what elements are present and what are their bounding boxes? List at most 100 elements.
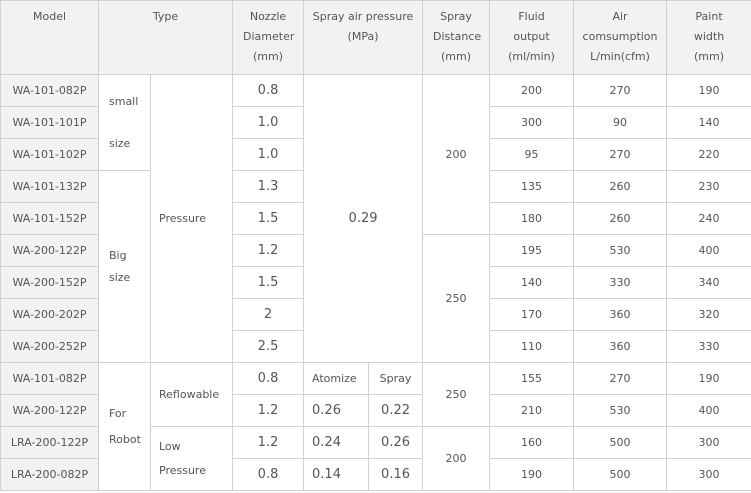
nozzle-cell: 1.3	[232, 170, 305, 203]
model-cell: WA-200-202P	[0, 298, 99, 331]
nozzle-cell: 1.2	[232, 394, 305, 427]
cell-line: small	[109, 94, 139, 108]
model-cell: LRA-200-122P	[0, 426, 99, 459]
nozzle-cell: 2.5	[232, 330, 305, 363]
spray-label: Spray	[368, 362, 424, 395]
table-row: WA-200-202P 2 170 360 320	[0, 298, 751, 331]
type-small-size: small size	[98, 74, 151, 171]
shared-pressure-cell: 0.29	[303, 74, 424, 363]
table-row: WA-101-082P For Robot Reflowable 0.8 Atomize S…	[0, 362, 751, 491]
fluid-cell: 190	[489, 458, 575, 491]
model-cell: WA-101-101P	[0, 106, 99, 139]
model-cell: WA-101-082P	[0, 74, 99, 107]
fluid-cell: 160	[489, 426, 575, 459]
table-row: WA-101-152P 1.5 180 260 240	[0, 202, 751, 235]
cell-line: Pressure	[159, 463, 206, 477]
table-row: WA-101-101P 1.0 300 90 140	[0, 106, 751, 139]
type-low-pressure: Low Pressure	[149, 426, 234, 491]
nozzle-cell: 1.2	[232, 234, 305, 267]
fluid-cell: 95	[489, 138, 575, 171]
fluid-cell: 195	[489, 234, 575, 267]
air-cell: 530	[573, 394, 668, 427]
cell-line: Robot	[109, 432, 141, 446]
model-cell: WA-200-122P	[0, 234, 99, 267]
nozzle-cell: 0.8	[232, 74, 305, 107]
cell-line: Low	[159, 439, 181, 453]
paint-cell: 330	[666, 330, 751, 363]
paint-cell: 190	[666, 362, 751, 395]
air-cell: 260	[573, 202, 668, 235]
nozzle-cell: 0.8	[232, 458, 305, 491]
model-cell: WA-200-252P	[0, 330, 99, 363]
spray-cell: 0.22	[368, 394, 424, 427]
fluid-cell: 155	[489, 362, 575, 395]
type-for-robot: For Robot	[98, 362, 151, 491]
paint-cell: 300	[666, 426, 751, 459]
paint-cell: 320	[666, 298, 751, 331]
model-cell: WA-200-152P	[0, 266, 99, 299]
type-big-size: Big size	[98, 170, 151, 363]
fluid-cell: 180	[489, 202, 575, 235]
nozzle-cell: 1.0	[232, 138, 305, 171]
air-cell: 360	[573, 298, 668, 331]
fluid-cell: 210	[489, 394, 575, 427]
fluid-cell: 200	[489, 74, 575, 107]
model-cell: WA-101-082P	[0, 362, 99, 395]
air-cell: 500	[573, 458, 668, 491]
air-cell: 530	[573, 234, 668, 267]
distance-cell: 250	[422, 234, 491, 363]
table-row: LRA-200-082P 0.8 0.14 0.16 190 500 300	[0, 458, 751, 491]
table-row: WA-200-152P 1.5 140 330 340	[0, 266, 751, 299]
paint-cell: 300	[666, 458, 751, 491]
air-cell: 260	[573, 170, 668, 203]
fluid-cell: 110	[489, 330, 575, 363]
fluid-cell: 135	[489, 170, 575, 203]
header-type: Type	[97, 0, 234, 75]
header-row: Model Type Nozzle Diameter (mm) Spray ai…	[0, 0, 751, 75]
nozzle-cell: 2	[232, 298, 305, 331]
model-cell: LRA-200-082P	[0, 458, 99, 491]
nozzle-cell: 1.5	[232, 202, 305, 235]
atomize-label: Atomize	[303, 362, 370, 395]
header-fluid: Fluid output (ml/min)	[489, 0, 575, 75]
spray-cell: 0.16	[368, 458, 424, 491]
fluid-cell: 300	[489, 106, 575, 139]
type-reflowable: Reflowable	[149, 362, 234, 427]
distance-cell: 200	[422, 426, 491, 491]
nozzle-cell: 1.2	[232, 426, 305, 459]
air-cell: 270	[573, 74, 668, 107]
paint-cell: 400	[666, 234, 751, 267]
cell-line: size	[109, 136, 131, 150]
atomize-cell: 0.24	[303, 426, 370, 459]
air-cell: 90	[573, 106, 668, 139]
atomize-cell: 0.14	[303, 458, 370, 491]
air-cell: 360	[573, 330, 668, 363]
nozzle-cell: 1.5	[232, 266, 305, 299]
header-air: Air comsumption L/min(cfm)	[573, 0, 668, 75]
model-cell: WA-200-122P	[0, 394, 99, 427]
table-row: WA-101-102P 1.0 95 270 220	[0, 138, 751, 171]
air-cell: 330	[573, 266, 668, 299]
header-nozzle: Nozzle Diameter (mm)	[232, 0, 305, 75]
header-paint: Paint width (mm)	[666, 0, 751, 75]
model-cell: WA-101-152P	[0, 202, 99, 235]
model-cell: WA-101-102P	[0, 138, 99, 171]
fluid-cell: 140	[489, 266, 575, 299]
paint-cell: 400	[666, 394, 751, 427]
fluid-cell: 170	[489, 298, 575, 331]
cell-line: For	[109, 406, 127, 420]
nozzle-cell: 1.0	[232, 106, 305, 139]
table-row: WA-101-082P small size Pressure 0.8 0.29 200 20…	[0, 74, 751, 363]
cell-line: Big	[109, 248, 127, 262]
atomize-cell: 0.26	[303, 394, 370, 427]
paint-cell: 240	[666, 202, 751, 235]
paint-cell: 140	[666, 106, 751, 139]
spray-cell: 0.26	[368, 426, 424, 459]
distance-cell: 200	[422, 74, 491, 235]
paint-cell: 190	[666, 74, 751, 107]
model-cell: WA-101-132P	[0, 170, 99, 203]
air-cell: 270	[573, 138, 668, 171]
paint-cell: 220	[666, 138, 751, 171]
header-distance: Spray Distance (mm)	[422, 0, 491, 75]
